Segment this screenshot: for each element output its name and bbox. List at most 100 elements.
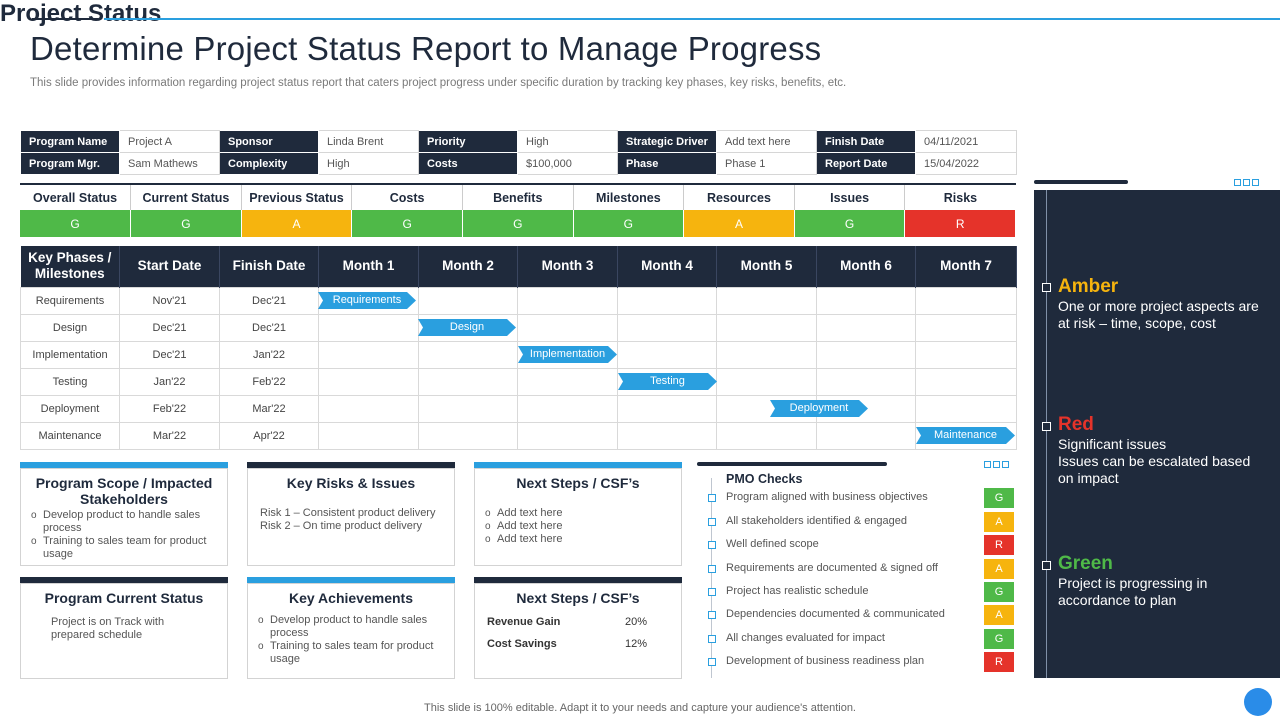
pmo-check-text: Well defined scope bbox=[726, 538, 819, 550]
pmo-check-item: Requirements are documented & signed off… bbox=[706, 559, 1016, 579]
pmo-check-item: All changes evaluated for impact G bbox=[706, 629, 1016, 649]
status-badge: A bbox=[241, 210, 353, 237]
finish-date: Apr'22 bbox=[219, 421, 319, 450]
info-key: Phase bbox=[617, 152, 717, 175]
info-row-2: Program Mgr. Sam Mathews Complexity High… bbox=[20, 152, 1017, 175]
status-header: Resources bbox=[683, 183, 795, 210]
start-date: Dec'21 bbox=[119, 313, 220, 342]
legend-name: Green bbox=[1058, 553, 1113, 574]
legend-desc: Project is progressing in accordance to … bbox=[1058, 575, 1208, 608]
info-key: Priority bbox=[418, 130, 518, 153]
status-badge: G bbox=[130, 210, 242, 237]
checkbox-icon bbox=[708, 588, 716, 596]
pmo-check-text: Program aligned with business objectives bbox=[726, 491, 928, 503]
info-value: High bbox=[517, 130, 618, 153]
gantt-header: Month 1 bbox=[318, 246, 419, 287]
checkbox-icon bbox=[708, 611, 716, 619]
status-badge: G bbox=[794, 210, 906, 237]
info-row-1: Program Name Project A Sponsor Linda Bre… bbox=[20, 130, 1017, 153]
card-next-steps-1: Next Steps / CSF’s Add text here Add tex… bbox=[474, 462, 682, 566]
status-header: Current Status bbox=[130, 183, 242, 210]
pmo-check-text: Dependencies documented & communicated bbox=[726, 608, 945, 620]
list-item: Add text here bbox=[475, 507, 681, 520]
checkbox-icon bbox=[708, 518, 716, 526]
panel-title: Project Status bbox=[0, 0, 162, 27]
start-date: Nov'21 bbox=[119, 286, 220, 315]
info-key: Strategic Driver bbox=[617, 130, 717, 153]
status-header: Risks bbox=[904, 183, 1016, 210]
info-value: Linda Brent bbox=[318, 130, 419, 153]
card-accent bbox=[474, 462, 682, 468]
bullet-list: Develop product to handle sales process … bbox=[248, 614, 454, 666]
gantt-header: Month 5 bbox=[716, 246, 817, 287]
info-key: Program Name bbox=[20, 130, 120, 153]
bullet-list: Develop product to handle sales process … bbox=[21, 509, 227, 561]
start-date: Jan'22 bbox=[119, 367, 220, 396]
card-key-risks: Key Risks & Issues Risk 1 – Consistent p… bbox=[247, 462, 455, 566]
list-item: Develop product to handle sales process bbox=[21, 509, 227, 535]
status-badge: G bbox=[462, 210, 574, 237]
card-accent bbox=[474, 577, 682, 583]
legend-desc: Significant issues Issues can be escalat… bbox=[1058, 436, 1251, 486]
info-key: Sponsor bbox=[219, 130, 319, 153]
program-info-table: Program Name Project A Sponsor Linda Bre… bbox=[20, 130, 1017, 175]
status-header: Costs bbox=[351, 183, 463, 210]
title-accent-dark bbox=[32, 18, 98, 20]
legend-node-icon bbox=[1042, 422, 1051, 431]
legend-node-icon bbox=[1042, 561, 1051, 570]
start-date: Feb'22 bbox=[119, 394, 220, 423]
card-key-achievements: Key Achievements Develop product to hand… bbox=[247, 577, 455, 679]
card-title: Key Achievements bbox=[289, 590, 413, 606]
info-value: 15/04/2022 bbox=[915, 152, 1017, 175]
pmo-check-item: Development of business readiness plan R bbox=[706, 652, 1016, 672]
list-item: Training to sales team for product usage bbox=[248, 640, 454, 666]
pmo-check-item: Well defined scope R bbox=[706, 535, 1016, 555]
help-button[interactable] bbox=[1244, 688, 1272, 716]
card-accent bbox=[247, 462, 455, 468]
pmo-check-text: All stakeholders identified & engaged bbox=[726, 515, 908, 527]
decor-squares bbox=[984, 461, 1009, 468]
list-item: Risk 2 – On time product delivery bbox=[260, 520, 423, 532]
pmo-accent bbox=[697, 462, 887, 466]
gantt-header: Month 6 bbox=[816, 246, 916, 287]
pmo-status-badge: R bbox=[984, 652, 1014, 672]
status-header: Milestones bbox=[573, 183, 685, 210]
status-value-row: G G A G G G A G R bbox=[20, 210, 1016, 237]
status-summary-table: Overall Status Current Status Previous S… bbox=[20, 183, 1016, 237]
gantt-bar-requirements: Requirements bbox=[318, 292, 416, 309]
card-accent bbox=[20, 577, 228, 583]
panel-accent bbox=[1034, 180, 1128, 184]
info-key: Program Mgr. bbox=[20, 152, 120, 175]
legend-name: Amber bbox=[1058, 276, 1119, 297]
gantt-row: Maintenance Mar'22 Apr'22 bbox=[20, 421, 1017, 450]
gantt-table: Key Phases / Milestones Start Date Finis… bbox=[20, 246, 1017, 450]
decor-squares bbox=[1234, 179, 1259, 186]
card-title: Program Scope / Impacted Stakeholders bbox=[35, 475, 213, 507]
info-value: Add text here bbox=[716, 130, 817, 153]
pmo-check-text: All changes evaluated for impact bbox=[726, 632, 885, 644]
phase-name: Testing bbox=[20, 367, 120, 396]
gantt-header: Month 7 bbox=[915, 246, 1017, 287]
status-badge: G bbox=[351, 210, 463, 237]
status-badge: G bbox=[20, 210, 132, 237]
page-title: Determine Project Status Report to Manag… bbox=[30, 30, 822, 67]
start-date: Mar'22 bbox=[119, 421, 220, 450]
list-item: Risk 1 – Consistent product delivery bbox=[260, 507, 436, 519]
status-header: Issues bbox=[794, 183, 906, 210]
card-accent bbox=[247, 577, 455, 583]
pmo-status-badge: A bbox=[984, 559, 1014, 579]
checkbox-icon bbox=[708, 565, 716, 573]
pmo-check-item: All stakeholders identified & engaged A bbox=[706, 512, 1016, 532]
gantt-bar-implementation: Implementation bbox=[518, 346, 617, 363]
info-value: Project A bbox=[119, 130, 220, 153]
metric-row: Cost Savings 12% bbox=[475, 638, 681, 650]
bullet-list: Risk 1 – Consistent product delivery Ris… bbox=[248, 507, 454, 533]
metric-label: Cost Savings bbox=[487, 638, 557, 650]
metric-value: 20% bbox=[624, 616, 647, 628]
checkbox-icon bbox=[708, 541, 716, 549]
checkbox-icon bbox=[708, 658, 716, 666]
status-badge: R bbox=[904, 210, 1016, 237]
metric-row: Revenue Gain 20% bbox=[475, 616, 681, 628]
pmo-status-badge: G bbox=[984, 582, 1014, 602]
info-key: Report Date bbox=[816, 152, 916, 175]
